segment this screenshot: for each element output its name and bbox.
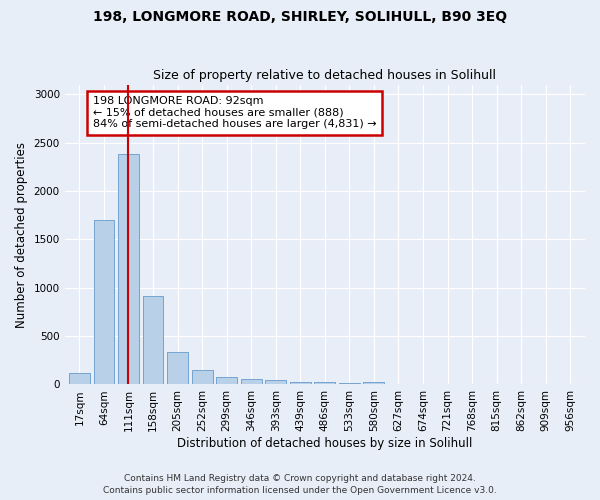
Bar bbox=[216, 376, 237, 384]
X-axis label: Distribution of detached houses by size in Solihull: Distribution of detached houses by size … bbox=[177, 437, 473, 450]
Bar bbox=[339, 382, 360, 384]
Bar bbox=[118, 154, 139, 384]
Bar bbox=[69, 373, 90, 384]
Y-axis label: Number of detached properties: Number of detached properties bbox=[15, 142, 28, 328]
Bar bbox=[265, 380, 286, 384]
Bar bbox=[364, 382, 385, 384]
Bar bbox=[167, 352, 188, 384]
Bar bbox=[241, 379, 262, 384]
Bar bbox=[314, 382, 335, 384]
Text: 198, LONGMORE ROAD, SHIRLEY, SOLIHULL, B90 3EQ: 198, LONGMORE ROAD, SHIRLEY, SOLIHULL, B… bbox=[93, 10, 507, 24]
Bar bbox=[290, 382, 311, 384]
Bar bbox=[94, 220, 115, 384]
Text: Contains HM Land Registry data © Crown copyright and database right 2024.
Contai: Contains HM Land Registry data © Crown c… bbox=[103, 474, 497, 495]
Bar bbox=[143, 296, 163, 384]
Title: Size of property relative to detached houses in Solihull: Size of property relative to detached ho… bbox=[154, 69, 496, 82]
Text: 198 LONGMORE ROAD: 92sqm
← 15% of detached houses are smaller (888)
84% of semi-: 198 LONGMORE ROAD: 92sqm ← 15% of detach… bbox=[93, 96, 377, 130]
Bar bbox=[191, 370, 212, 384]
